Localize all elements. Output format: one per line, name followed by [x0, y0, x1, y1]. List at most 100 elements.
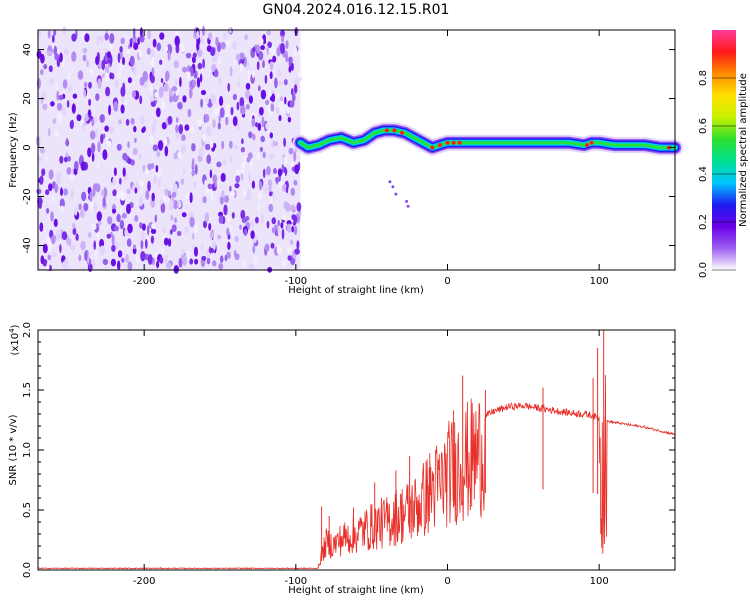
signal-track [292, 122, 683, 208]
noise-blob [274, 77, 278, 89]
noise-blob [266, 30, 272, 36]
noise-blob [78, 203, 82, 211]
noise-blob [51, 34, 55, 43]
noise-blob [207, 183, 213, 190]
stray-point [394, 192, 398, 196]
noise-blob [220, 196, 224, 205]
noise-blob [252, 133, 256, 141]
noise-blob [288, 147, 294, 155]
noise-blob [65, 137, 69, 147]
noise-blob [82, 47, 88, 54]
noise-blob [280, 29, 285, 38]
noise-blob [59, 205, 65, 213]
noise-blob [82, 54, 87, 62]
noise-blob [50, 101, 55, 107]
noise-blob [67, 70, 71, 80]
noise-blob [218, 75, 222, 85]
noise-blob [255, 122, 258, 128]
noise-blob [256, 44, 260, 54]
noise-blob [291, 225, 295, 233]
noise-blob [187, 108, 192, 118]
noise-blob [264, 243, 270, 252]
noise-blob [175, 132, 181, 139]
noise-blob [102, 258, 109, 266]
noise-blob [69, 173, 76, 181]
noise-blob [239, 97, 245, 107]
noise-blob [138, 49, 143, 58]
noise-blob [220, 172, 226, 182]
noise-blob [233, 249, 237, 258]
noise-blob [193, 223, 199, 234]
spectrogram-x-axis-label: Height of straight line (km) [288, 285, 424, 296]
noise-blob [274, 224, 278, 231]
noise-blob [276, 91, 280, 99]
noise-blob [126, 203, 131, 214]
noise-blob [270, 103, 275, 112]
noise-blob [121, 212, 127, 219]
noise-blob [117, 52, 121, 63]
noise-blob [201, 255, 207, 261]
noise-blob [92, 183, 99, 191]
noise-blob [200, 36, 204, 44]
stray-point [406, 204, 410, 208]
snr-x-axis-label: Height of straight line (km) [288, 585, 424, 596]
noise-blob [240, 146, 245, 153]
noise-blob [205, 126, 212, 136]
noise-blob [160, 78, 164, 83]
noise-blob [296, 240, 300, 250]
noise-blob [147, 28, 151, 40]
noise-blob [282, 260, 286, 268]
noise-blob [211, 191, 214, 202]
noise-blob [55, 230, 60, 241]
noise-blob [105, 65, 110, 75]
noise-blob [121, 257, 125, 263]
noise-blob [68, 238, 72, 248]
noise-blob [171, 86, 178, 92]
noise-blob [132, 244, 137, 250]
noise-blob [284, 156, 288, 165]
noise-blob [111, 244, 116, 252]
noise-blob [185, 52, 192, 59]
noise-blob [275, 106, 280, 115]
noise-blob [261, 213, 264, 224]
noise-blob [140, 239, 144, 250]
noise-blob [294, 248, 300, 255]
noise-blob [278, 114, 282, 122]
noise-blob [120, 51, 123, 59]
noise-blob [114, 80, 119, 88]
noise-blob [48, 183, 53, 192]
noise-blob [66, 100, 70, 108]
y-tick-label: 1.5 [22, 382, 33, 398]
noise-blob [96, 162, 100, 168]
noise-blob [164, 188, 169, 196]
colorbar-tick-label: 0.0 [698, 262, 709, 278]
noise-blob [218, 215, 224, 224]
noise-blob [114, 225, 119, 232]
noise-blob [175, 29, 179, 38]
noise-blob [269, 71, 273, 80]
noise-blob [191, 143, 196, 152]
noise-blob [104, 32, 109, 41]
noise-background [38, 30, 301, 270]
noise-blob [270, 139, 275, 149]
noise-blob [69, 120, 74, 130]
noise-blob [70, 189, 74, 200]
noise-blob [150, 235, 155, 244]
noise-blob [163, 237, 169, 246]
noise-blob [225, 40, 231, 48]
spectrogram-plot-area [35, 25, 683, 274]
snr-scale-label: (x104) [8, 324, 21, 355]
noise-blob [277, 69, 282, 78]
noise-blob [104, 125, 109, 132]
noise-blob [158, 177, 161, 189]
noise-blob [254, 256, 257, 265]
noise-blob [246, 61, 250, 70]
noise-blob [193, 181, 197, 188]
noise-blob [240, 173, 244, 181]
noise-blob [185, 193, 191, 200]
noise-blob [288, 59, 292, 69]
noise-blob [96, 211, 103, 222]
signal-peak-mark [589, 140, 594, 145]
noise-blob [122, 57, 125, 65]
noise-blob [283, 78, 288, 86]
